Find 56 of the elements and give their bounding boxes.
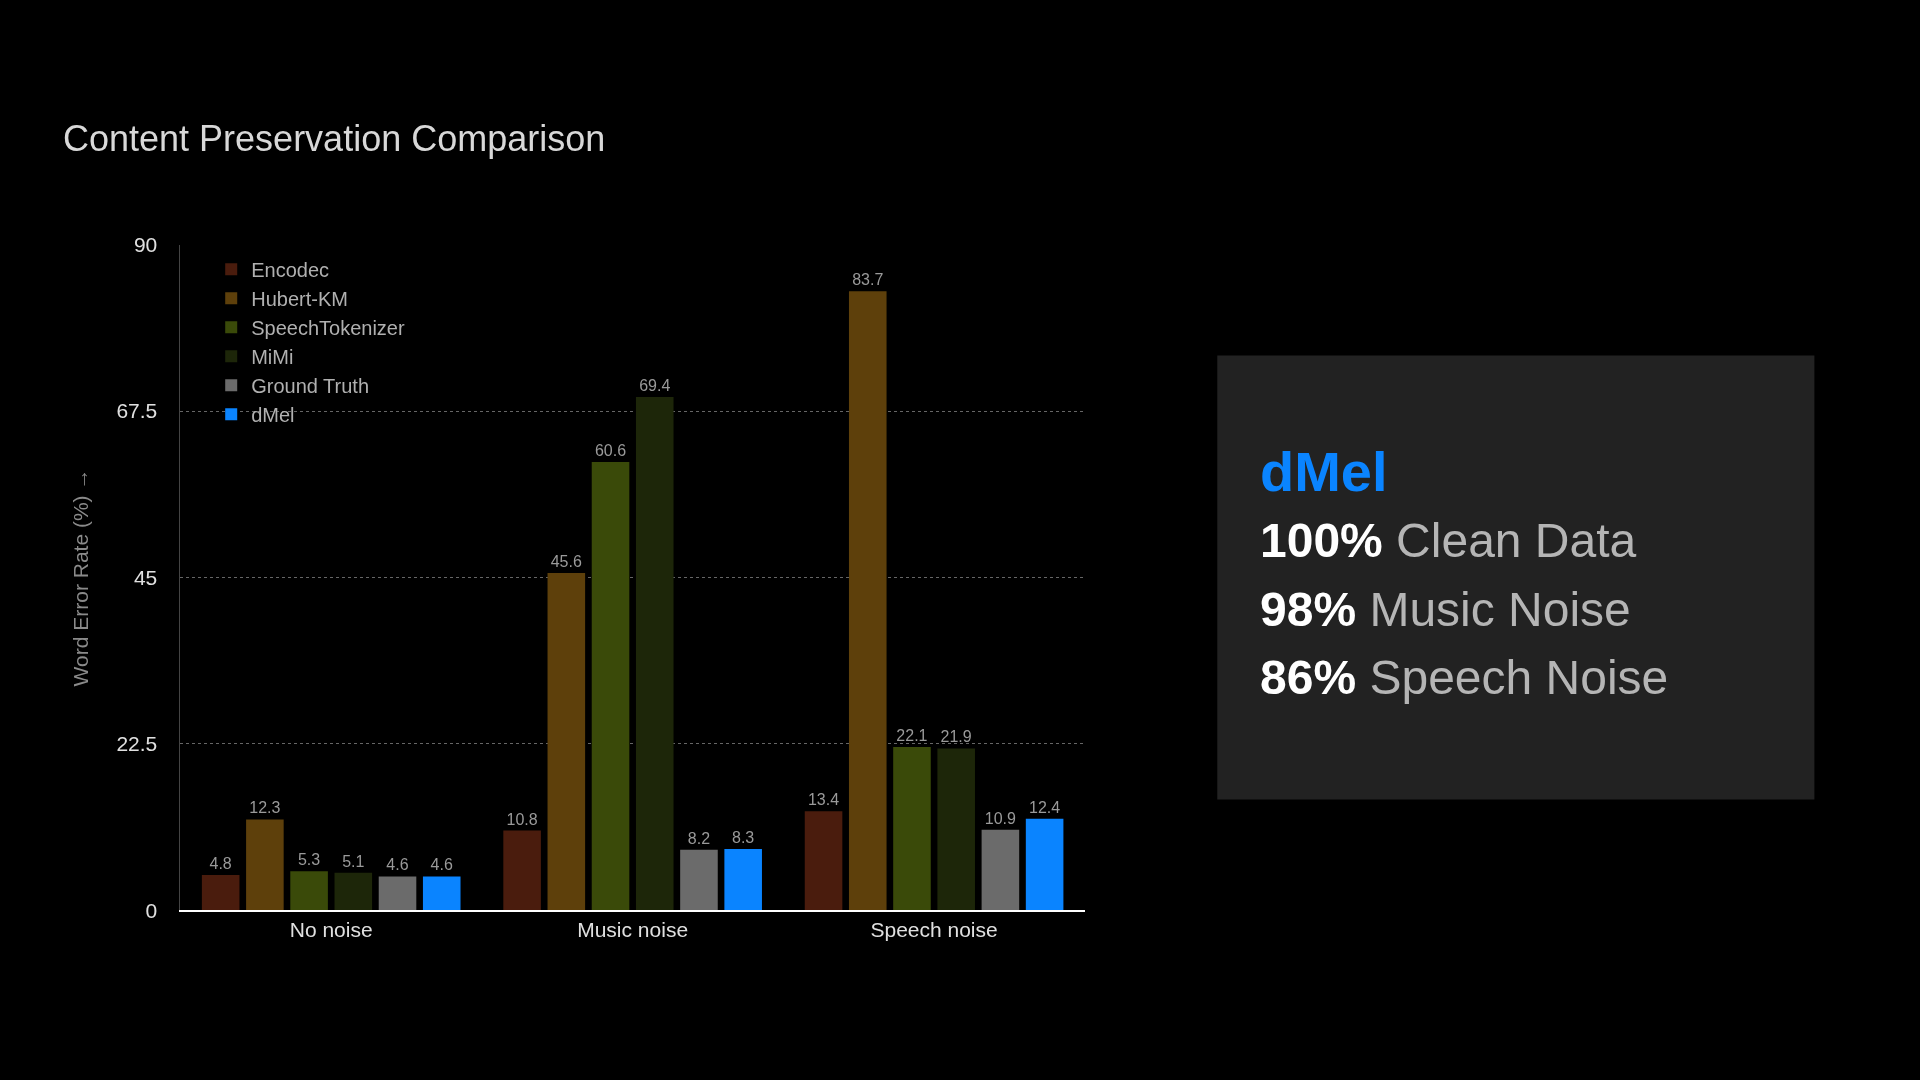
y-axis-title: Word Error Rate (%) → (68, 468, 92, 687)
data-label: 45.6 (550, 553, 582, 571)
text: 86% Speech Noise (1260, 651, 1669, 704)
text: 98% Music Noise (1260, 583, 1631, 636)
bar (635, 396, 674, 911)
bar (378, 876, 417, 911)
bar (804, 811, 843, 911)
text: dMel (1260, 440, 1388, 503)
bar (680, 849, 718, 911)
y-tick-label: 67.5 (116, 399, 158, 423)
data-label: 12.3 (249, 799, 281, 817)
x-tick-label: No noise (289, 918, 373, 942)
bar (981, 829, 1020, 911)
data-label: 4.6 (430, 856, 453, 874)
bar (937, 748, 975, 911)
x-tick-label: Speech noise (870, 918, 998, 942)
data-label: 4.8 (209, 854, 232, 872)
data-label: 22.1 (896, 726, 928, 744)
chart-title: Content Preservation Comparison (63, 118, 606, 159)
data-label: 13.4 (807, 791, 840, 809)
legend-label: Ground Truth (251, 375, 370, 398)
data-label: 10.8 (506, 810, 538, 828)
bar (848, 291, 887, 911)
legend-label: MiMi (251, 346, 294, 369)
bar (503, 830, 541, 911)
legend-label: Encodec (251, 259, 330, 282)
data-label: 5.3 (297, 851, 321, 869)
text: 100% Clean Data (1260, 514, 1637, 567)
legend-label: dMel (251, 404, 295, 427)
data-label: 10.9 (984, 809, 1017, 827)
y-tick-label: 45 (133, 565, 158, 589)
legend-label: SpeechTokenizer (251, 317, 405, 340)
bar (893, 746, 931, 911)
bar (334, 872, 373, 911)
bar (547, 573, 586, 911)
bar (591, 462, 630, 911)
legend-label: Hubert-KM (251, 288, 348, 311)
data-label: 69.4 (639, 376, 671, 394)
y-tick-label: 90 (133, 232, 158, 256)
y-tick-label: 0 (145, 898, 158, 922)
data-label: 12.4 (1028, 798, 1061, 816)
data-label: 8.3 (732, 829, 755, 847)
bar (724, 849, 762, 911)
bar (246, 819, 284, 911)
y-tick-label: 22.5 (116, 732, 158, 756)
data-label: 5.1 (342, 852, 365, 870)
bar (201, 874, 240, 911)
data-label: 8.2 (687, 829, 711, 847)
bar (422, 876, 461, 911)
data-label: 83.7 (852, 271, 884, 289)
data-label: 60.6 (594, 442, 627, 460)
bar (290, 871, 328, 911)
x-tick-label: Music noise (577, 918, 689, 942)
bar (1025, 818, 1064, 911)
data-label: 21.9 (940, 728, 972, 746)
data-label: 4.6 (386, 856, 409, 874)
